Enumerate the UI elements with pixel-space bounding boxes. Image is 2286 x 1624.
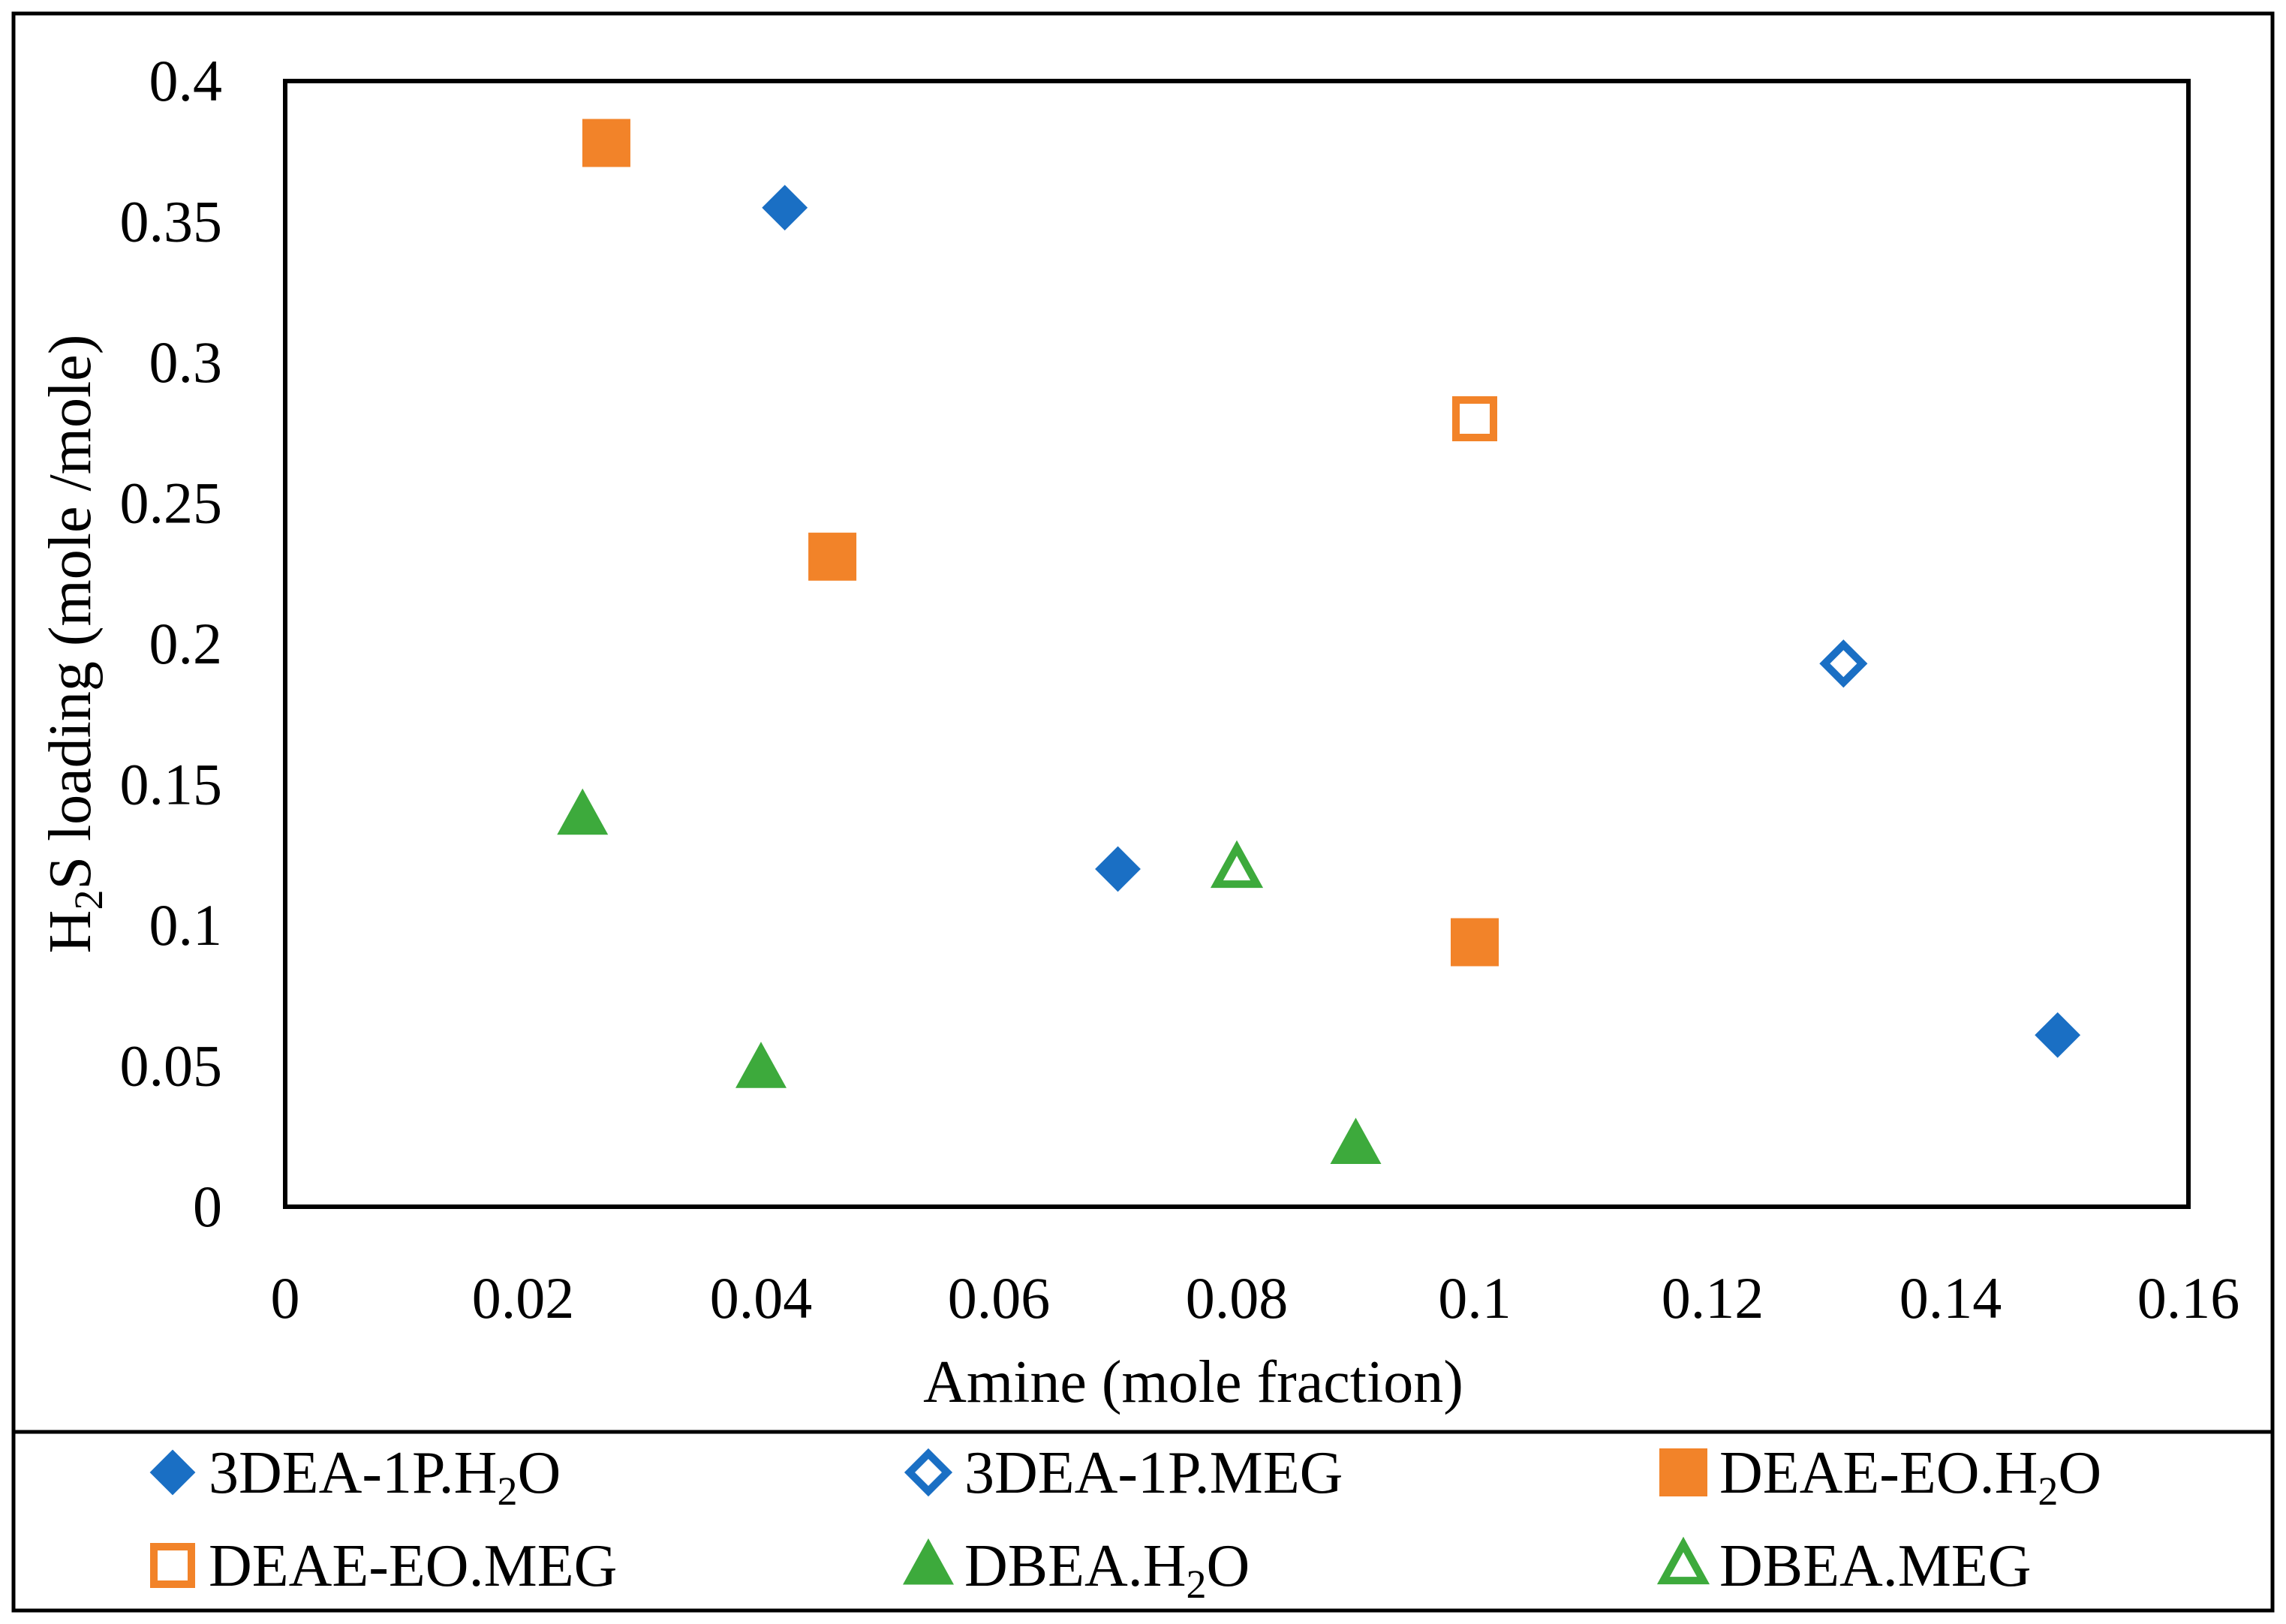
data-point: [762, 185, 808, 231]
figure-border: [11, 11, 2275, 1613]
y-tick-label: 0.4: [149, 48, 223, 113]
y-tick-label: 0.15: [120, 752, 223, 817]
data-point: [1819, 639, 1868, 688]
data-point: [1210, 840, 1264, 889]
y-tick-label: 0.1: [149, 892, 223, 958]
legend-label: DBEA.MEG: [1719, 1533, 2032, 1599]
legend-marker: [903, 1538, 954, 1585]
legend-label: 3DEA-1P.MEG: [964, 1440, 1343, 1506]
legend-item: DBEA.H2O: [903, 1533, 1250, 1607]
y-tick-label: 0.05: [120, 1033, 223, 1099]
x-tick-label: 0.06: [948, 1265, 1051, 1331]
x-tick-label: 0.04: [710, 1265, 813, 1331]
legend-label: 3DEA-1P.H2O: [209, 1440, 561, 1514]
legend-item: DEAE-EO.MEG: [150, 1533, 617, 1599]
plot-area: [283, 79, 2191, 1209]
x-tick-label: 0.12: [1662, 1265, 1764, 1331]
x-tick-labels: 0 0.02 0.04 0.06 0.08 0.1 0.12 0.14 0.16: [271, 1265, 2240, 1331]
y-tick-label: 0.2: [149, 611, 223, 676]
data-point: [1452, 396, 1497, 441]
data-point: [557, 788, 609, 835]
y-axis-label-suffix: S loading (mole /mole): [38, 335, 104, 890]
data-point: [735, 1042, 787, 1088]
legend-item: 3DEA-1P.H2O: [149, 1440, 561, 1514]
data-point: [1330, 1117, 1382, 1164]
y-tick-label: 0.25: [120, 471, 223, 536]
x-axis-label: Amine (mole fraction): [923, 1349, 1463, 1415]
legend-item: DEAE-EO.H2O: [1659, 1440, 2101, 1514]
legend-marker: [1656, 1536, 1710, 1585]
legend-label: DEAE-EO.H2O: [1719, 1440, 2101, 1514]
legend-marker: [1659, 1448, 1707, 1496]
x-tick-label: 0: [271, 1265, 300, 1331]
y-axis-label-prefix: H: [38, 910, 104, 954]
legend-marker: [150, 1543, 195, 1588]
x-tick-label: 0.14: [1899, 1265, 2002, 1331]
y-tick-label: 0.35: [120, 189, 223, 254]
data-point: [1451, 918, 1499, 967]
y-tick-label: 0: [193, 1174, 222, 1239]
data-point: [2035, 1012, 2081, 1058]
data-point: [1095, 846, 1141, 892]
y-axis-label-subscript: 2: [66, 890, 111, 910]
x-tick-label: 0.16: [2137, 1265, 2240, 1331]
x-tick-label: 0.02: [472, 1265, 575, 1331]
x-tick-label: 0.08: [1186, 1265, 1289, 1331]
y-tick-label: 0.3: [149, 329, 223, 395]
y-tick-labels: 0 0.05 0.1 0.15 0.2 0.25 0.3 0.35 0.4: [120, 48, 223, 1239]
legend-label: DEAE-EO.MEG: [209, 1533, 617, 1599]
legend: 3DEA-1P.H2O 3DEA-1P.MEG DEAE-EO.H2O DEAE-EO…: [149, 1440, 2101, 1607]
legend-item: DBEA.MEG: [1656, 1533, 2032, 1599]
data-points: [557, 119, 2081, 1164]
legend-marker: [149, 1449, 196, 1496]
legend-item: 3DEA-1P.MEG: [904, 1440, 1343, 1506]
data-point: [582, 119, 630, 167]
legend-marker: [904, 1448, 953, 1497]
legend-label: DBEA.H2O: [964, 1533, 1250, 1607]
x-tick-label: 0.1: [1438, 1265, 1511, 1331]
data-point: [808, 532, 857, 581]
y-axis-label: H2S loading (mole /mole): [38, 335, 111, 954]
